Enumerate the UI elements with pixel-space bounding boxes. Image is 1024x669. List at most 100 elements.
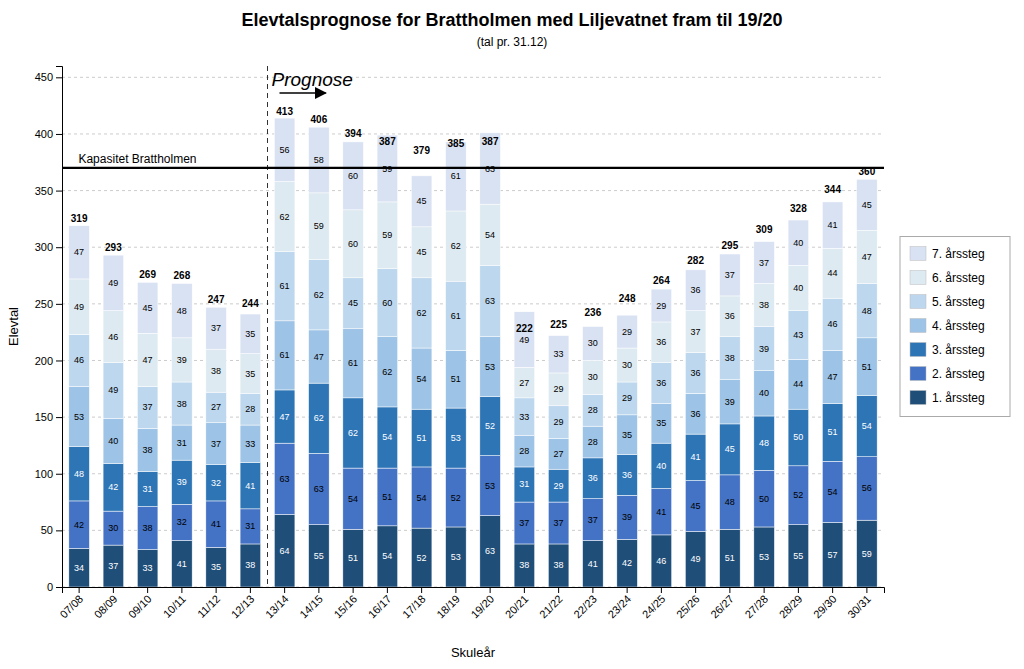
segment-label: 27	[211, 402, 221, 412]
x-tick-mark	[558, 587, 559, 593]
total-label: 319	[71, 213, 88, 224]
y-tick-label: 450	[35, 71, 53, 83]
segment-label: 56	[862, 483, 872, 493]
segment-label: 32	[177, 517, 187, 527]
bar-segment	[788, 409, 809, 466]
x-tick-label: 18/19	[434, 593, 462, 621]
y-tick: 250	[35, 298, 62, 310]
bar-segment	[446, 350, 467, 408]
segment-label: 29	[554, 481, 564, 491]
bar-segment	[617, 348, 638, 382]
segment-label: 40	[108, 436, 118, 446]
legend-frame	[900, 237, 1010, 417]
bar-segment	[172, 460, 193, 504]
bar-segment	[377, 337, 398, 407]
bar-segment	[206, 349, 227, 392]
total-label: 413	[276, 106, 293, 117]
segment-label: 36	[691, 285, 701, 295]
segment-label: 36	[656, 337, 666, 347]
bar-segment	[274, 390, 295, 443]
segment-label: 59	[862, 549, 872, 559]
x-tick-mark	[421, 587, 422, 593]
legend-swatch	[910, 247, 926, 261]
bar-segment	[788, 220, 809, 265]
segment-label: 48	[177, 306, 187, 316]
bar-segment	[309, 193, 330, 260]
segment-label: 49	[108, 385, 118, 395]
segment-label: 42	[74, 520, 84, 530]
x-tick: 21/22	[537, 587, 565, 620]
bar-segment	[822, 350, 843, 403]
bar-segment	[480, 204, 501, 265]
segment-label: 29	[622, 393, 632, 403]
segment-label: 64	[280, 546, 290, 556]
bar-segment	[754, 327, 775, 371]
segment-label: 54	[862, 421, 872, 431]
y-tick-mark	[56, 191, 62, 192]
x-tick: 27/28	[742, 587, 770, 620]
segment-label: 33	[245, 439, 255, 449]
x-tick-label: 11/12	[195, 593, 222, 620]
segment-label: 39	[177, 477, 187, 487]
x-tick-label: 14/15	[297, 593, 325, 621]
total-label: 379	[413, 145, 430, 156]
x-tick-mark	[147, 587, 148, 593]
segment-label: 50	[759, 494, 769, 504]
bar-segment	[411, 409, 432, 467]
legend-swatch	[910, 367, 926, 381]
bar-segment	[274, 182, 295, 252]
segment-label: 63	[280, 474, 290, 484]
bar-segment	[480, 456, 501, 516]
bar-segment	[377, 407, 398, 468]
x-tick-mark	[353, 587, 354, 593]
x-tick: 11/12	[195, 587, 222, 620]
segment-label: 38	[759, 300, 769, 310]
bar-segment	[583, 327, 604, 361]
x-tick: 18/19	[434, 587, 462, 620]
segment-label: 40	[656, 461, 666, 471]
bar-segment	[617, 415, 638, 455]
segment-label: 37	[691, 327, 701, 337]
bar-segment	[343, 468, 364, 529]
series-7	[69, 118, 877, 373]
bar-segment	[309, 525, 330, 587]
bar-segment	[651, 322, 672, 363]
bar-segment	[274, 321, 295, 390]
bar-segment	[754, 416, 775, 470]
texts: 3437334135386455515452536338384142464951…	[71, 69, 876, 573]
x-axis: 07/0808/0909/1010/1111/1212/1313/1414/15…	[57, 587, 884, 620]
segment-label: 29	[656, 301, 666, 311]
segment-label: 46	[74, 355, 84, 365]
segment-label: 38	[519, 560, 529, 570]
segment-label: 51	[348, 553, 358, 563]
x-tick: 10/11	[161, 587, 188, 620]
x-tick-mark	[729, 587, 730, 593]
legend-swatch	[910, 319, 926, 333]
bar-segment	[206, 392, 227, 423]
segment-label: 54	[417, 374, 427, 384]
bar-segment	[857, 179, 878, 230]
segment-label: 51	[725, 553, 735, 563]
y-tick-label: 250	[35, 298, 53, 310]
bar-segment	[857, 520, 878, 587]
legend-swatch	[910, 343, 926, 357]
total-label: 344	[824, 184, 841, 195]
x-tick-label: 19/20	[468, 593, 496, 621]
x-tick-mark	[387, 587, 388, 593]
legend-label: 1. årssteg	[932, 391, 985, 405]
bar-segment	[172, 541, 193, 587]
bar-segment	[822, 461, 843, 522]
total-label: 225	[550, 319, 567, 330]
bar-segment	[103, 418, 124, 463]
segment-label: 55	[314, 551, 324, 561]
x-tick-label: 23/24	[605, 593, 633, 621]
bar-segment	[583, 541, 604, 587]
segment-label: 49	[691, 554, 701, 564]
bar-segment	[788, 311, 809, 360]
bar-segment	[172, 382, 193, 425]
x-axis-title: Skuleår	[451, 645, 496, 660]
bar-segment	[685, 311, 706, 353]
x-tick-mark	[284, 587, 285, 593]
x-tick-mark	[524, 587, 525, 593]
bar-segment	[754, 371, 775, 416]
